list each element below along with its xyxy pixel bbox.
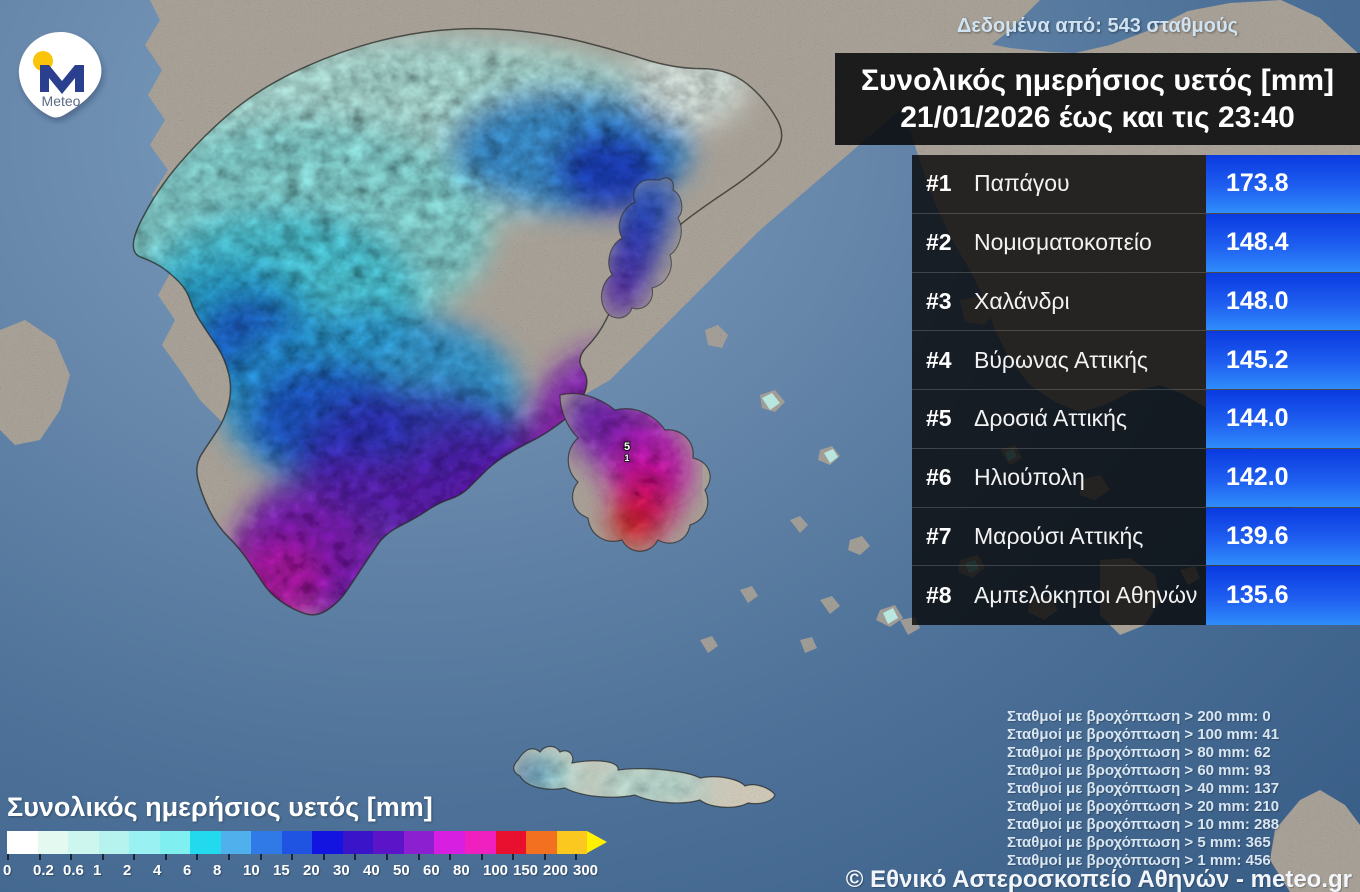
svg-text:1: 1 [624, 453, 629, 463]
svg-text:Meteo: Meteo [42, 93, 81, 109]
svg-text:5: 5 [624, 441, 630, 453]
